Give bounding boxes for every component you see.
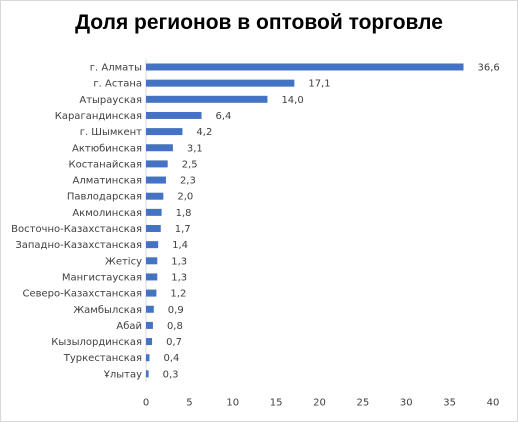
category-label: Жетісу bbox=[105, 255, 142, 267]
value-label: 1,3 bbox=[171, 256, 187, 267]
category-label: г. Астана bbox=[93, 79, 142, 90]
bar bbox=[146, 63, 464, 71]
value-label: 1,7 bbox=[175, 224, 191, 235]
x-tick-label: 25 bbox=[357, 398, 370, 409]
category-label: г. Алматы bbox=[90, 63, 142, 74]
bar bbox=[146, 176, 166, 184]
category-label: Алматинская bbox=[73, 176, 142, 187]
category-label: Абай bbox=[116, 321, 142, 332]
x-tick-label: 5 bbox=[186, 398, 192, 409]
bar bbox=[146, 192, 164, 200]
category-label: Восточно-Казахстанская bbox=[11, 224, 142, 235]
bar bbox=[146, 305, 154, 313]
x-tick-label: 10 bbox=[226, 398, 239, 409]
category-label: Акмолинская bbox=[72, 208, 142, 219]
bar bbox=[146, 160, 168, 168]
bar bbox=[146, 241, 159, 249]
category-label: Северо-Казахстанская bbox=[22, 289, 142, 300]
bar bbox=[146, 257, 158, 265]
category-label: г. Шымкент bbox=[80, 127, 142, 138]
category-label: Атырауская bbox=[79, 95, 142, 106]
bar bbox=[146, 128, 183, 136]
value-label: 0,4 bbox=[163, 353, 179, 364]
bar bbox=[146, 208, 162, 216]
value-label: 1,3 bbox=[171, 272, 187, 283]
value-label: 2,5 bbox=[182, 159, 198, 170]
category-label: Мангистауская bbox=[62, 272, 142, 283]
value-label: 1,2 bbox=[170, 289, 186, 300]
value-label: 0,3 bbox=[163, 369, 179, 380]
value-label: 0,9 bbox=[168, 305, 184, 316]
x-tick-label: 40 bbox=[487, 398, 500, 409]
bar bbox=[146, 321, 153, 329]
value-label: 2,0 bbox=[177, 192, 193, 203]
value-label: 1,8 bbox=[176, 208, 192, 219]
value-label: 17,1 bbox=[308, 79, 330, 90]
bar bbox=[146, 354, 150, 362]
bar bbox=[146, 111, 202, 119]
value-label: 14,0 bbox=[281, 95, 303, 106]
x-tick-label: 30 bbox=[400, 398, 413, 409]
category-label: Костанайская bbox=[68, 159, 142, 170]
bar bbox=[146, 338, 153, 346]
category-label: Павлодарская bbox=[67, 192, 142, 203]
category-label: Ұлытау bbox=[103, 369, 142, 380]
bar bbox=[146, 95, 268, 103]
category-label: Кызылординская bbox=[51, 337, 142, 348]
value-label: 2,3 bbox=[180, 176, 196, 187]
bar bbox=[146, 79, 295, 87]
category-label: Туркестанская bbox=[63, 353, 142, 364]
value-label: 6,4 bbox=[216, 111, 232, 122]
bar bbox=[146, 370, 149, 378]
category-label: Карагандинская bbox=[55, 111, 142, 122]
chart-title: Доля регионов в оптовой торговле bbox=[75, 11, 443, 34]
value-label: 1,4 bbox=[172, 240, 188, 251]
x-tick-label: 15 bbox=[270, 398, 283, 409]
category-label: Западно-Казахстанская bbox=[15, 240, 142, 251]
category-label: Жамбылская bbox=[73, 305, 142, 316]
bar bbox=[146, 289, 157, 297]
bar bbox=[146, 273, 158, 281]
value-label: 0,7 bbox=[166, 337, 182, 348]
value-label: 0,8 bbox=[167, 321, 183, 332]
value-label: 4,2 bbox=[196, 127, 212, 138]
x-tick-label: 0 bbox=[143, 398, 149, 409]
x-tick-label: 35 bbox=[443, 398, 456, 409]
category-label: Актюбинская bbox=[72, 143, 142, 154]
value-label: 3,1 bbox=[187, 143, 203, 154]
bar bbox=[146, 144, 173, 152]
value-label: 36,6 bbox=[478, 63, 500, 74]
x-tick-label: 20 bbox=[313, 398, 326, 409]
bar bbox=[146, 225, 161, 232]
